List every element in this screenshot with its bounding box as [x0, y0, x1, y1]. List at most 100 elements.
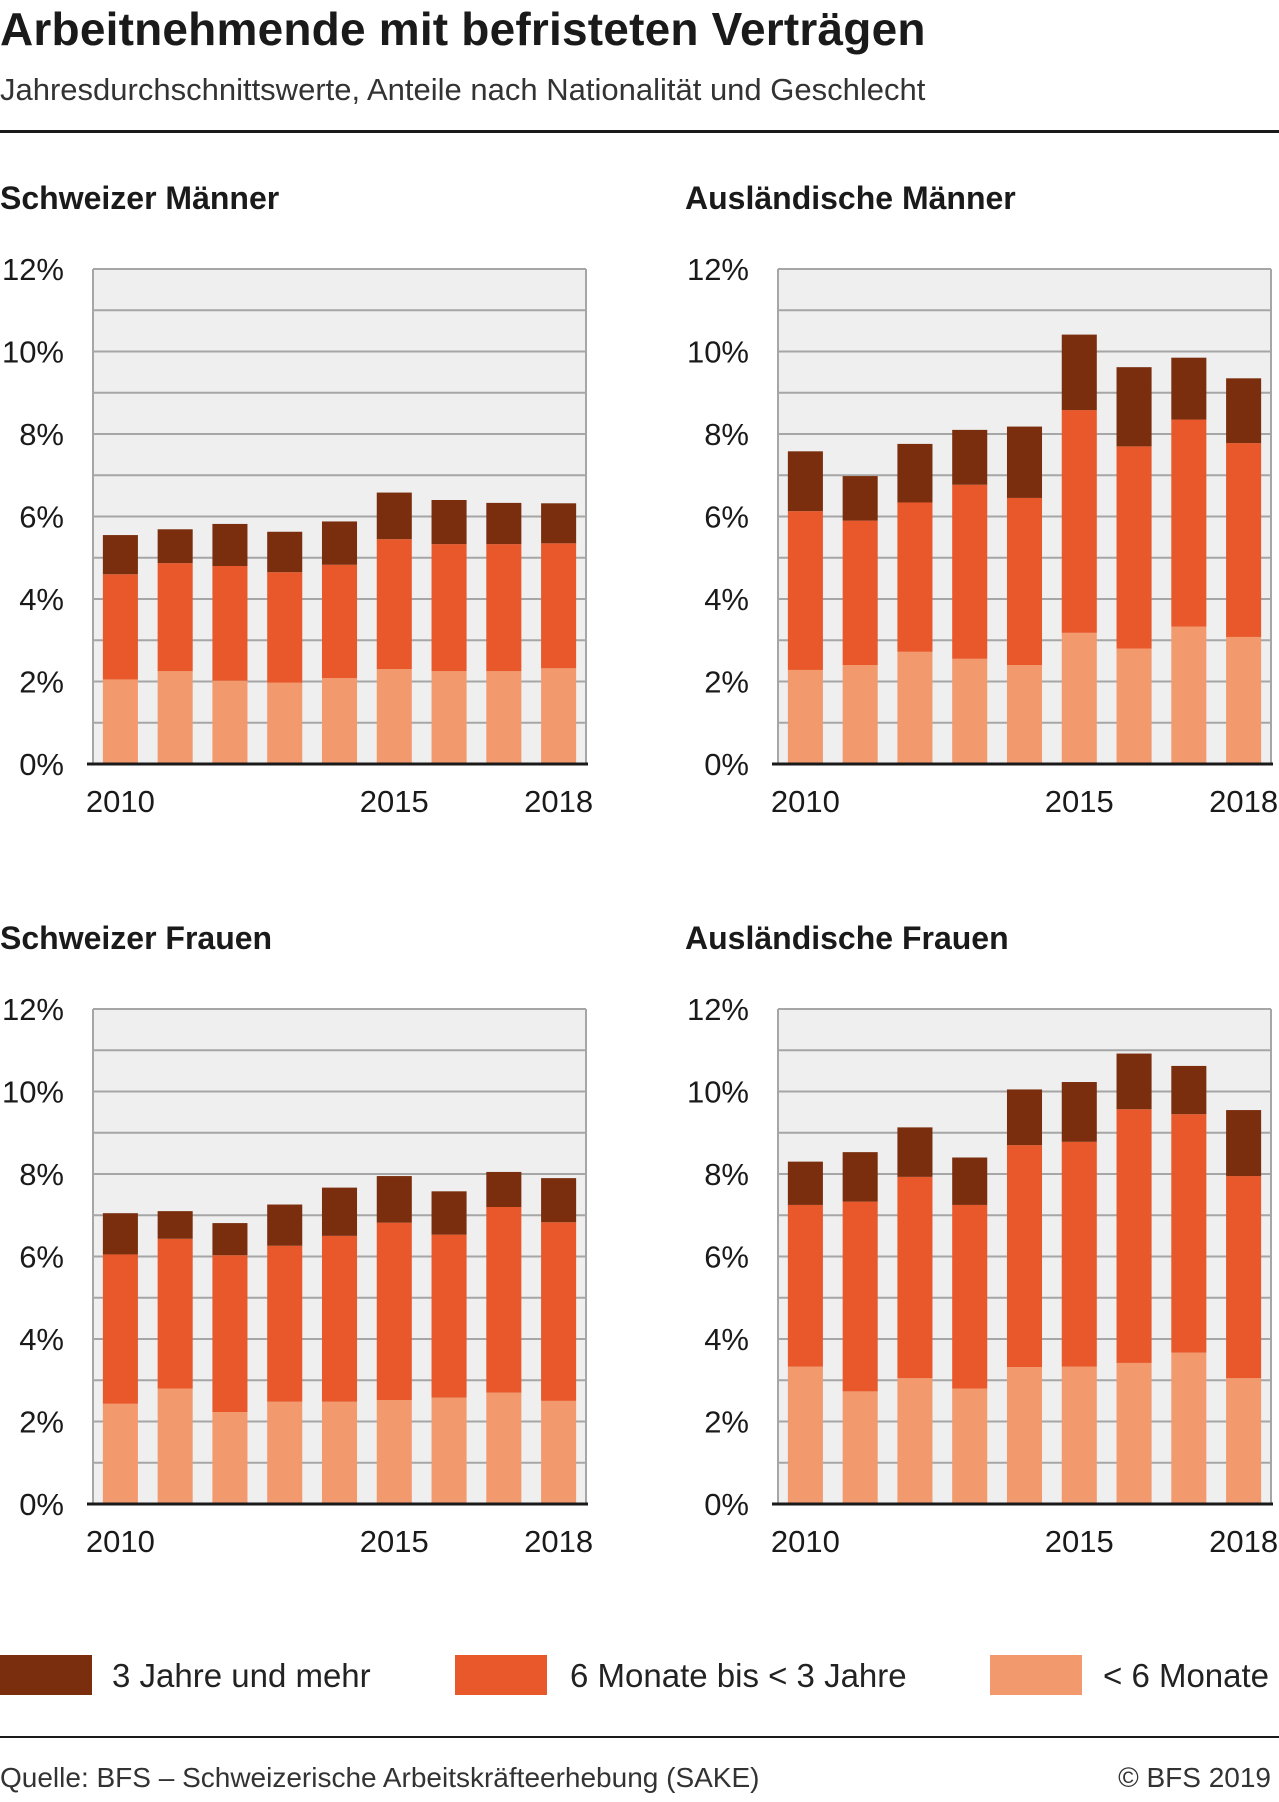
y-tick-label: 12%	[687, 252, 749, 287]
chart-schweizer-maenner: 0% 2% 4% 6% 8% 10% 12% 2010 2015 2018	[2, 252, 593, 819]
x-tick-label: 2010	[86, 784, 155, 819]
bar-segment	[1061, 1141, 1097, 1367]
bar-segment	[212, 1255, 248, 1413]
y-tick-label: 8%	[19, 1157, 64, 1192]
bar-segment	[1006, 426, 1043, 498]
x-tick-label: 2015	[360, 784, 429, 819]
bar-segment	[1116, 1109, 1152, 1363]
chart-panel-schweizer-frauen: Schweizer Frauen 0% 2% 4% 6% 8% 10% 12% 2010 201…	[0, 920, 600, 1620]
y-tick-label: 8%	[704, 417, 749, 452]
bar-segment	[102, 679, 138, 764]
bar-segment	[376, 1176, 412, 1223]
bar-segment	[212, 523, 248, 566]
bar-segment	[486, 544, 522, 672]
bar-segment	[787, 1204, 823, 1367]
bar-segment	[1061, 1366, 1097, 1504]
bar-segment	[842, 1391, 878, 1504]
bar-segment	[321, 521, 358, 565]
y-tick-label: 0%	[704, 747, 749, 782]
y-tick-label: 8%	[704, 1157, 749, 1192]
bar-segment	[1226, 443, 1262, 637]
x-tick-label: 2018	[1209, 784, 1278, 819]
bar-segment	[157, 1211, 193, 1239]
y-tick-label: 12%	[2, 252, 64, 287]
bar-segment	[102, 574, 138, 680]
bar-segment	[486, 1392, 522, 1504]
bar-segment	[1116, 648, 1152, 764]
copyright-note: © BFS 2019	[1118, 1762, 1271, 1793]
bar-segment	[1006, 1089, 1043, 1146]
bar-segment	[321, 564, 358, 679]
chart-panel-auslaendische-maenner: Ausländische Männer 0% 2% 4% 6% 8% 10% 12% 2010…	[685, 180, 1279, 880]
y-tick-label: 2%	[19, 665, 64, 700]
bar-segment	[1061, 632, 1097, 764]
y-tick-label: 10%	[687, 1075, 749, 1110]
legend-swatch-6-monate-bis-3-jahre	[455, 1655, 547, 1695]
page-subtitle: Jahresdurchschnittswerte, Anteile nach N…	[0, 72, 926, 107]
bar-segment	[1061, 1082, 1097, 1142]
bar-segment	[1171, 1065, 1207, 1115]
x-tick-label: 2018	[524, 784, 593, 819]
chart-auslaendische-frauen: 0% 2% 4% 6% 8% 10% 12% 2010 2015 2018	[687, 992, 1278, 1559]
bar-segment	[952, 658, 988, 764]
bar-segment	[1171, 626, 1207, 764]
bar-segment	[376, 492, 412, 540]
bar-segment	[897, 443, 933, 503]
bar-segment	[486, 1207, 522, 1393]
bar-segment	[267, 531, 303, 573]
bar-segment	[897, 502, 933, 652]
bar-segment	[157, 671, 193, 764]
bar-segment	[842, 1201, 878, 1392]
bar-segment	[897, 651, 933, 764]
legend-label: 3 Jahre und mehr	[112, 1657, 371, 1694]
y-tick-label: 4%	[19, 1322, 64, 1357]
bar-segment	[1226, 1378, 1262, 1504]
bar-segment	[267, 1204, 303, 1246]
bar-segment	[787, 1366, 823, 1504]
bar-segment	[1171, 1114, 1207, 1353]
bar-segment	[1226, 1176, 1262, 1379]
bar-segment	[1116, 1362, 1152, 1504]
bar-segment	[102, 1403, 138, 1504]
bar-segment	[321, 1401, 358, 1504]
y-tick-label: 2%	[19, 1405, 64, 1440]
y-tick-label: 12%	[2, 992, 64, 1027]
bar-segment	[842, 1152, 878, 1202]
bar-segment	[1116, 1053, 1152, 1110]
bar-segment	[1171, 357, 1207, 420]
x-tick-label: 2010	[771, 1524, 840, 1559]
y-tick-label: 4%	[704, 1322, 749, 1357]
bar-segment	[541, 543, 577, 669]
y-tick-label: 6%	[19, 500, 64, 535]
bar-segment	[787, 669, 823, 764]
bar-segment	[267, 572, 303, 683]
bar-segment	[376, 669, 412, 764]
bar-segment	[212, 1223, 248, 1256]
bar-segment	[102, 535, 138, 575]
bar-segment	[1171, 1352, 1207, 1504]
y-tick-label: 10%	[2, 335, 64, 370]
bar-segment	[376, 539, 412, 670]
chart-title: Ausländische Männer	[685, 180, 1016, 216]
y-tick-label: 6%	[704, 1240, 749, 1275]
bar-segment	[1226, 378, 1262, 444]
bar-segment	[376, 1222, 412, 1401]
y-tick-label: 10%	[687, 335, 749, 370]
bar-segment	[787, 511, 823, 670]
y-tick-label: 2%	[704, 1405, 749, 1440]
y-tick-label: 0%	[704, 1487, 749, 1522]
bar-segment	[541, 503, 577, 544]
bar-segment	[267, 682, 303, 764]
top-divider	[0, 130, 1279, 133]
bar-segment	[1006, 665, 1043, 764]
bar-segment	[431, 1397, 467, 1504]
bar-segment	[952, 1157, 988, 1205]
bar-segment	[541, 1222, 577, 1401]
bar-segment	[787, 451, 823, 512]
bar-segment	[486, 502, 522, 545]
chart-title: Schweizer Männer	[0, 180, 280, 216]
y-tick-label: 2%	[704, 665, 749, 700]
bar-segment	[1226, 1110, 1262, 1177]
bar-segment	[321, 1187, 358, 1236]
chart-auslaendische-maenner: 0% 2% 4% 6% 8% 10% 12% 2010 2015 2018	[687, 252, 1278, 819]
